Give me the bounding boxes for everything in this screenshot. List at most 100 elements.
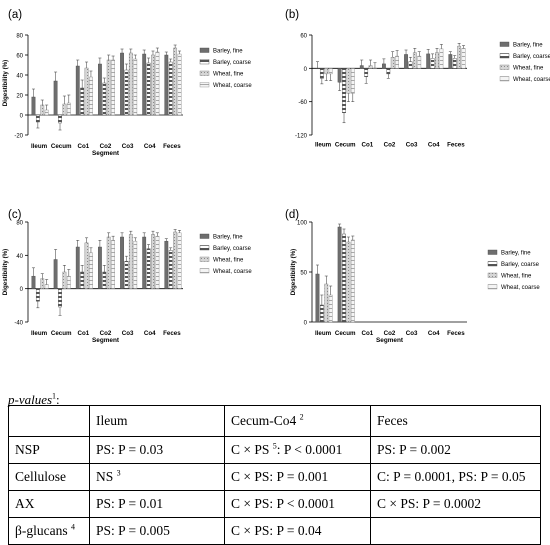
legend-swatch (499, 41, 510, 47)
legend-label: Barley, coarse (513, 54, 550, 60)
bar (350, 239, 355, 323)
legend-label: Wheat, fine (513, 66, 544, 72)
bar (315, 68, 320, 70)
legend-swatch (199, 233, 210, 239)
x-tick-label: Co2 (100, 143, 112, 150)
legend-swatch (199, 256, 210, 262)
x-tick-label: Ileum (31, 143, 48, 150)
x-tick-label: Feces (163, 143, 181, 150)
bar (97, 63, 102, 116)
y-tick-label: 50 (300, 271, 307, 277)
bar (350, 68, 355, 94)
legend-swatch (499, 53, 510, 59)
bar (151, 54, 155, 116)
row-label: β-glucans 4 (8, 517, 90, 545)
x-tick-label: Co3 (122, 330, 134, 337)
legend-label: Barley, coarse (501, 262, 540, 268)
bar (435, 52, 439, 69)
bar (80, 87, 85, 116)
legend-label: Wheat, coarse (513, 77, 550, 83)
bar (58, 288, 62, 308)
x-tick-label: Feces (447, 141, 465, 148)
bar (319, 304, 324, 323)
y-tick-label: 20 (16, 94, 23, 100)
bar (373, 68, 377, 70)
x-tick-label: Co4 (144, 143, 156, 150)
bar (66, 275, 71, 289)
legend-label: Barley, fine (513, 43, 543, 49)
bar (328, 68, 333, 75)
x-tick-label: Cecum (335, 141, 356, 148)
bar (439, 48, 444, 69)
x-tick-label: Cecum (335, 330, 356, 337)
legend-label: Wheat, coarse (501, 285, 540, 291)
bar (66, 102, 71, 116)
y-tick-label: 60 (300, 34, 307, 40)
y-tick-label: 0 (304, 321, 308, 327)
bar (35, 114, 40, 123)
row-label: AX (8, 490, 90, 518)
legend-label: Wheat, coarse (213, 83, 252, 89)
cell-cecum: C × PS: P = 0.04 (224, 517, 371, 545)
header-cell-cecum: Cecum-Co4 2 (224, 405, 371, 437)
x-tick-label: Co1 (78, 143, 90, 150)
bar (346, 68, 351, 94)
bar (146, 62, 151, 116)
bar (80, 271, 85, 289)
y-axis-title: Digestibility (%) (290, 249, 297, 295)
legend-label: Barley, coarse (213, 246, 252, 252)
bar (386, 68, 391, 75)
bar (40, 104, 45, 116)
legend-swatch (199, 70, 210, 76)
legend-swatch (487, 272, 498, 278)
cell-ileum: NS 3 (89, 463, 225, 491)
bar (44, 284, 49, 289)
x-tick-label: Co1 (362, 330, 374, 337)
header-cell-feces: Feces (370, 405, 541, 437)
bar (75, 246, 80, 289)
bar (89, 76, 93, 116)
x-tick-label: Ileum (315, 141, 332, 148)
x-axis-title: Segment (376, 337, 404, 344)
legend-swatch (487, 249, 498, 255)
x-tick-label: Cecum (51, 143, 72, 150)
bar (324, 283, 329, 323)
legend-label: Barley, fine (213, 235, 243, 241)
bar (155, 235, 160, 289)
bar (461, 48, 466, 69)
bar (128, 52, 133, 116)
bar (346, 241, 351, 323)
bar (124, 260, 129, 289)
bar (342, 233, 346, 323)
bar (164, 54, 169, 116)
cell-cecum: C × PS 5: P < 0.0001 (224, 436, 371, 464)
x-tick-label: Co3 (122, 143, 134, 150)
legend-label: Barley, coarse (213, 60, 252, 66)
bar (417, 55, 422, 69)
y-tick-label: -20 (14, 134, 23, 140)
bar (364, 68, 369, 77)
bar (164, 240, 169, 289)
cell-feces: PS: P = 0.002 (370, 436, 541, 464)
bar (75, 65, 80, 116)
legend-swatch (487, 261, 498, 267)
bar (89, 252, 93, 289)
bar (408, 61, 413, 69)
x-tick-label: Co1 (78, 330, 90, 337)
pvalues-row: AX PS: P = 0.01 C × PS: P < 0.0001 C × P… (8, 490, 541, 518)
bar (111, 240, 116, 289)
bar (315, 273, 320, 323)
x-tick-label: Co3 (406, 330, 418, 337)
bar (120, 236, 124, 289)
bar (342, 68, 346, 113)
legend-swatch (499, 64, 510, 70)
x-tick-label: Cecum (51, 330, 72, 337)
bar (382, 63, 386, 69)
y-tick-label: 100 (297, 221, 308, 227)
cell-feces: C: P = 0.0001, PS: P = 0.05 (370, 463, 541, 491)
bar (173, 231, 178, 289)
chart-panel: (d) 0 50 100 Ileum Cecum Co1 Co2 Co3 Co4 Feces Dige… (285, 209, 540, 344)
bar (58, 114, 62, 124)
cell-feces (370, 517, 541, 545)
